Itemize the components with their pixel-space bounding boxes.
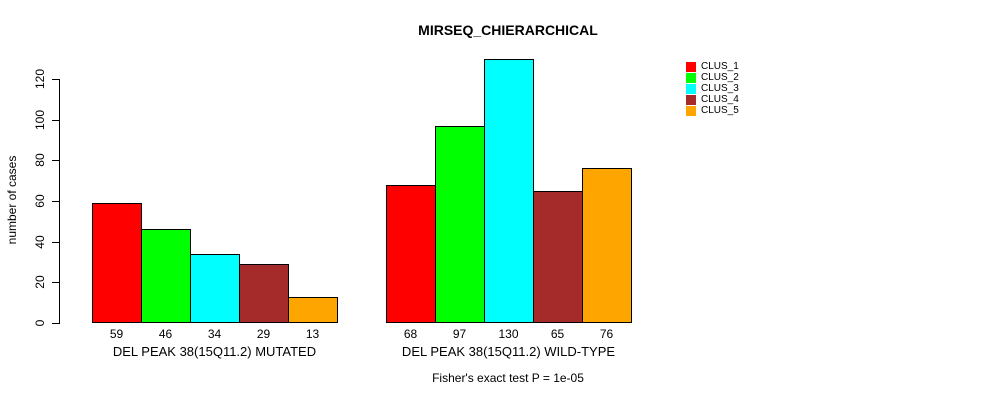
y-axis-title: number of cases [5,155,19,245]
y-tick-label-80: 80 [33,153,47,167]
y-tick-0 [52,323,60,324]
legend-entry-clus_5: CLUS_5 [686,105,739,116]
y-tick-label-0: 0 [33,319,47,327]
legend-label-clus_5: CLUS_5 [701,105,739,116]
y-tick-label-100: 100 [33,109,47,131]
y-tick-80 [52,160,60,161]
group-label-2: DEL PEAK 38(15Q11.2) WILD-TYPE [401,344,616,359]
legend-entry-clus_2: CLUS_2 [686,72,739,83]
bar-value-label-clus_4-group1: 29 [256,327,271,341]
bar-clus_5-group1 [288,297,338,323]
y-tick-120 [52,79,60,80]
bar-clus_2-group1 [141,229,191,323]
y-tick-label-60: 60 [33,194,47,208]
y-tick-40 [52,242,60,243]
group-label-1: DEL PEAK 38(15Q11.2) MUTATED [112,344,317,359]
legend-swatch-clus_2 [686,72,696,83]
bar-clus_2-group2 [435,126,485,323]
y-tick-label-20: 20 [33,275,47,289]
bar-value-label-clus_1-group2: 68 [403,327,418,341]
legend-swatch-clus_1 [686,61,696,72]
fisher-test-annotation: Fisher's exact test P = 1e-05 [432,371,584,385]
bar-value-label-clus_3-group2: 130 [498,327,519,341]
y-tick-label-120: 120 [33,68,47,90]
y-tick-20 [52,282,60,283]
bar-clus_3-group1 [190,254,240,323]
legend-label-clus_1: CLUS_1 [701,61,739,72]
legend-entry-clus_4: CLUS_4 [686,94,739,105]
bar-value-label-clus_5-group1: 13 [305,327,320,341]
bar-value-label-clus_1-group1: 59 [109,327,124,341]
legend-label-clus_4: CLUS_4 [701,94,739,105]
legend-label-clus_3: CLUS_3 [701,83,739,94]
bar-clus_1-group1 [92,203,142,323]
legend-swatch-clus_4 [686,94,696,105]
bar-value-label-clus_5-group2: 76 [599,327,614,341]
bar-clus_1-group2 [386,185,436,323]
bar-value-label-clus_2-group1: 46 [158,327,173,341]
y-tick-100 [52,120,60,121]
legend-swatch-clus_5 [686,105,696,116]
legend-swatch-clus_3 [686,83,696,94]
chart-title: MIRSEQ_CHIERARCHICAL [418,22,598,38]
bar-value-label-clus_4-group2: 65 [550,327,565,341]
legend-entry-clus_3: CLUS_3 [686,83,739,94]
y-tick-label-40: 40 [33,235,47,249]
bar-clus_4-group1 [239,264,289,323]
legend: CLUS_1 CLUS_2 CLUS_3 CLUS_4 CLUS_5 [686,61,739,116]
bar-clus_5-group2 [582,168,632,323]
bar-value-label-clus_2-group2: 97 [452,327,467,341]
bar-clus_4-group2 [533,191,583,323]
legend-label-clus_2: CLUS_2 [701,72,739,83]
bar-value-label-clus_3-group1: 34 [207,327,222,341]
legend-entry-clus_1: CLUS_1 [686,61,739,72]
bar-clus_3-group2 [484,59,534,323]
y-tick-60 [52,201,60,202]
